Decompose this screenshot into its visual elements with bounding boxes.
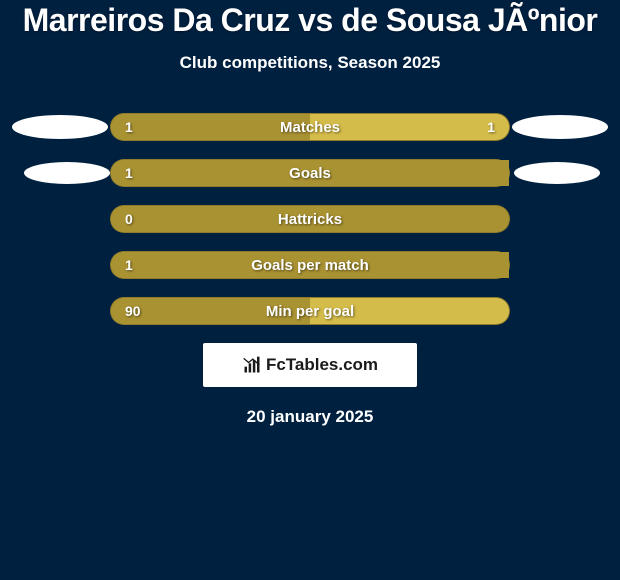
logo-text: FcTables.com [266,355,378,375]
placeholder-oval-left [12,115,108,139]
placeholder-oval-left [24,162,110,184]
comparison-card: Marreiros Da Cruz vs de Sousa JÃºnior Cl… [0,0,620,427]
stat-bar: 1Goals [110,159,510,187]
stat-row: 90Min per goal [0,297,620,325]
bar-chart-icon [242,355,262,375]
source-logo: FcTables.com [203,343,417,387]
stat-row: 0Hattricks [0,205,620,233]
subtitle: Club competitions, Season 2025 [0,53,620,73]
stat-row: 1Goals [0,159,620,187]
stat-bar-left [111,252,509,278]
stat-bar-left [111,114,310,140]
stat-bar-right [310,298,509,324]
placeholder-oval-right [512,115,608,139]
stat-bar-left [111,206,151,232]
stat-bar-right [310,114,509,140]
placeholder-oval-right [514,162,600,184]
stat-bar: 11Matches [110,113,510,141]
stats-list: 11Matches 1Goals 0Hattricks 1Goals per matc… [0,113,620,325]
stat-bar-left [111,160,509,186]
stat-row: 1Goals per match [0,251,620,279]
stat-bar: 1Goals per match [110,251,510,279]
stat-row: 11Matches [0,113,620,141]
page-title: Marreiros Da Cruz vs de Sousa JÃºnior [0,2,620,39]
date-label: 20 january 2025 [0,407,620,427]
stat-label: Hattricks [111,206,509,232]
stat-bar: 90Min per goal [110,297,510,325]
stat-bar: 0Hattricks [110,205,510,233]
stat-bar-left [111,298,310,324]
